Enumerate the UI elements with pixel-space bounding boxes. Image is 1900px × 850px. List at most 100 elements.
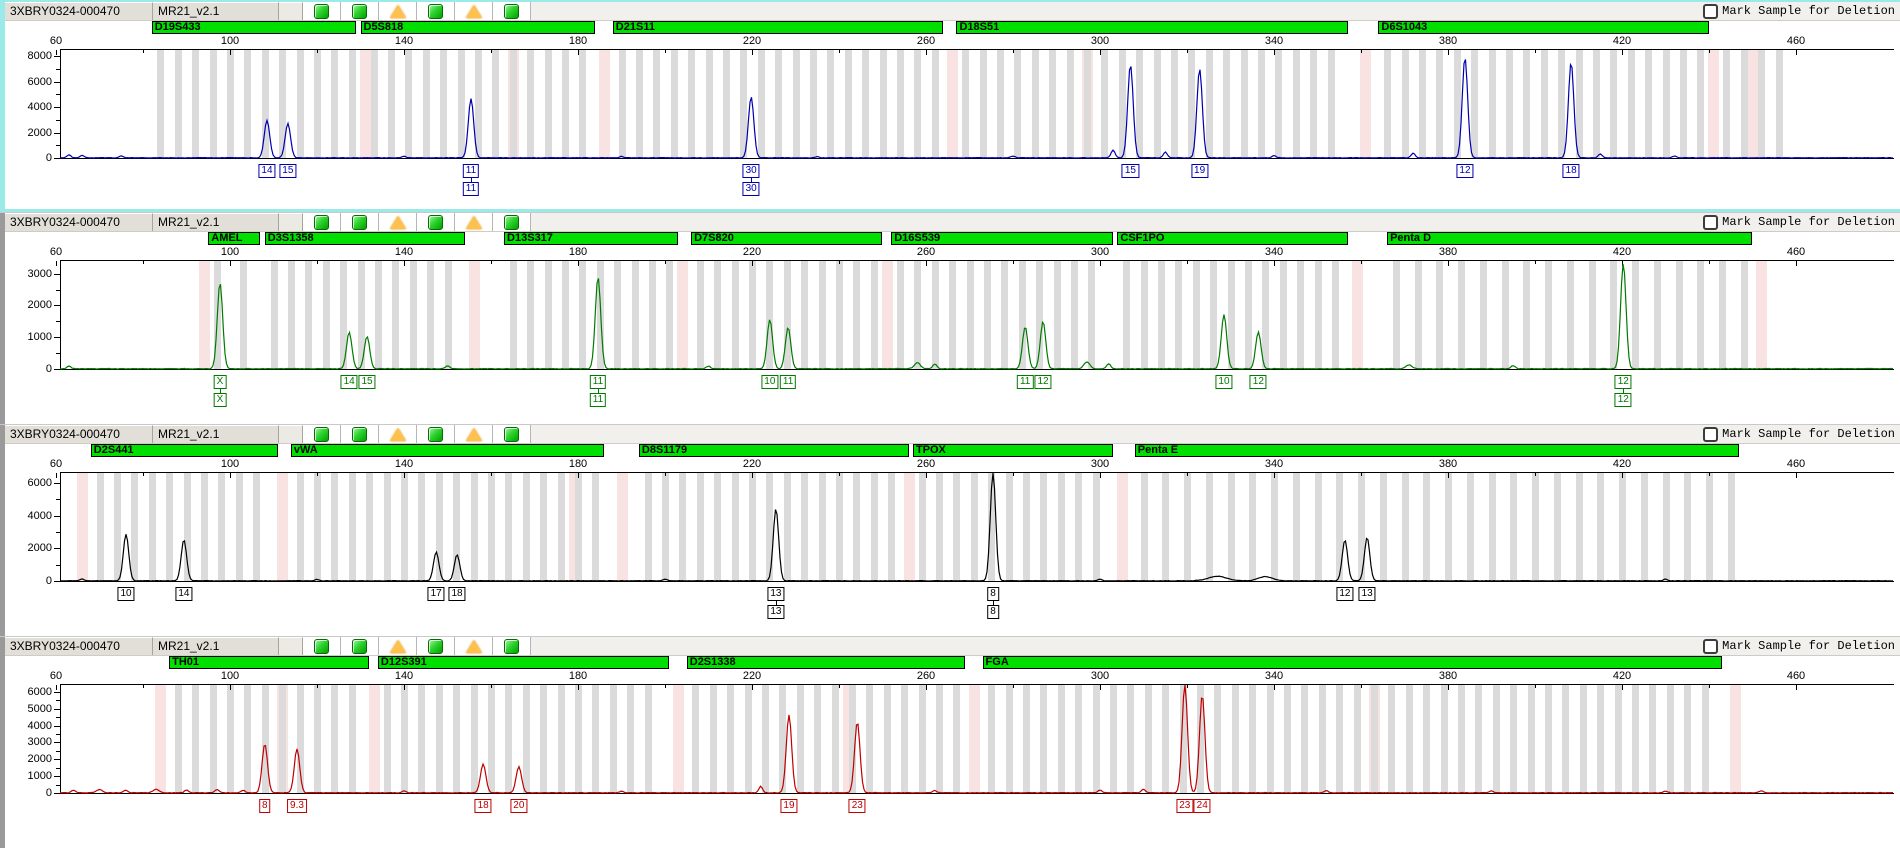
allele-bin [870,473,878,581]
allele-bin [714,261,722,369]
sample-name[interactable]: 3XBRY0324-000470 [0,2,153,20]
allele-label[interactable]: 23 [848,799,866,813]
allele-label[interactable]: 12 [1336,587,1354,601]
panel-selection-strip[interactable] [0,2,5,209]
electropherogram-plot[interactable]: 6000 4000 2000 0 [0,471,1900,587]
electropherogram-plot[interactable]: 8000 6000 4000 2000 0 [0,48,1900,164]
allele-label[interactable]: 10 [117,587,135,601]
marker-bar[interactable]: D18S51 [956,21,1348,34]
y-axis-label: 2000 [27,299,52,312]
allele-label[interactable]: 9.3 [287,799,307,813]
allele-label[interactable]: 8 [259,799,271,813]
allele-label[interactable]: 12 [1456,164,1474,178]
panel-selection-strip[interactable] [0,637,5,848]
x-major-tick [230,261,231,266]
marker-bar[interactable]: FGA [982,656,1723,669]
allele-label[interactable]: 12 [1249,375,1267,389]
mark-deletion-checkbox[interactable] [1703,638,1719,654]
marker-bar[interactable]: CSF1PO [1117,232,1348,245]
allele-bin [174,685,182,793]
x-tick-label: 260 [916,458,936,470]
marker-bar[interactable]: Penta E [1134,444,1740,457]
allele-label[interactable]: 11 [1016,375,1034,389]
sample-name[interactable]: 3XBRY0324-000470 [0,213,153,231]
allele-label[interactable]: 14 [340,375,358,389]
marker-bar[interactable]: vWA [290,444,605,457]
mark-deletion-checkbox[interactable] [1703,3,1719,19]
marker-bar[interactable]: D6S1043 [1378,21,1709,34]
marker-bar[interactable]: D12S391 [377,656,670,669]
panel-selection-strip[interactable] [0,213,5,424]
allele-label[interactable]: 12 [1614,375,1632,389]
marker-bar[interactable]: TH01 [169,656,370,669]
x-tick-label: 100 [220,670,240,682]
allele-bin [779,685,787,793]
mark-deletion-control[interactable]: Mark Sample for Deletion [1703,638,1895,654]
allele-bin [962,50,970,158]
mark-deletion-control[interactable]: Mark Sample for Deletion [1703,214,1895,230]
electropherogram-plot[interactable]: 3000 2000 1000 0 [0,259,1900,375]
marker-bar[interactable]: Penta D [1387,232,1753,245]
mark-deletion-control[interactable]: Mark Sample for Deletion [1703,426,1895,442]
allele-label[interactable]: 11 [589,375,607,389]
status-icon-cell [493,425,531,443]
allele-label[interactable]: 13 [1358,587,1376,601]
allele-label[interactable]: 10 [761,375,779,389]
x-minor-tick [1709,473,1710,476]
allele-label[interactable]: 12 [1034,375,1052,389]
marker-bar[interactable]: D16S539 [891,232,1114,245]
allele-label[interactable]: 30 [742,182,760,196]
allele-label[interactable]: 11 [462,182,480,196]
allele-label[interactable]: 17 [427,587,445,601]
mark-deletion-checkbox[interactable] [1703,426,1719,442]
allele-label[interactable]: 14 [258,164,276,178]
allele-label[interactable]: X [213,375,227,389]
marker-bar[interactable]: D2S1338 [686,656,966,669]
allele-label[interactable]: 15 [279,164,297,178]
allele-bin [387,50,395,158]
marker-bar[interactable]: D5S818 [360,21,596,34]
allele-label[interactable]: 8 [987,605,999,619]
marker-bar[interactable]: D21S11 [612,21,944,34]
marker-bar[interactable]: D19S433 [151,21,357,34]
allele-bin [544,261,552,369]
allele-bin [696,473,704,581]
allele-label[interactable]: 13 [767,587,785,601]
allele-label[interactable]: 20 [510,799,528,813]
allele-label[interactable]: 19 [780,799,798,813]
electropherogram-plot[interactable]: 6000 5000 4000 3000 2000 1000 0 [0,683,1900,799]
x-minor-tick [665,473,666,476]
marker-bar[interactable]: D7S820 [691,232,883,245]
marker-bar[interactable]: D3S1358 [264,232,465,245]
allele-label[interactable]: 24 [1193,799,1211,813]
allele-label[interactable]: 18 [448,587,466,601]
allele-bin [1740,50,1748,158]
allele-label[interactable]: 11 [779,375,797,389]
allele-label[interactable]: 30 [742,164,760,178]
allele-label[interactable]: 18 [1562,164,1580,178]
allele-label[interactable]: 14 [175,587,193,601]
marker-bar[interactable]: D8S1179 [638,444,909,457]
allele-label[interactable]: 11 [589,393,607,407]
allele-label[interactable]: 13 [767,605,785,619]
allele-label[interactable]: 15 [1121,164,1139,178]
allele-label[interactable]: 19 [1191,164,1209,178]
marker-bar[interactable]: D2S441 [90,444,278,457]
allele-label[interactable]: 11 [462,164,480,178]
allele-label[interactable]: 12 [1614,393,1632,407]
allele-label[interactable]: 18 [474,799,492,813]
marker-bar[interactable]: AMEL [208,232,261,245]
marker-bar[interactable]: TPOX [912,444,1114,457]
allele-label[interactable]: 15 [358,375,376,389]
mark-deletion-checkbox[interactable] [1703,214,1719,230]
allele-label[interactable]: X [213,393,227,407]
sample-name[interactable]: 3XBRY0324-000470 [0,637,153,655]
x-tick-label: 420 [1612,670,1632,682]
panel-selection-strip[interactable] [0,425,5,636]
allele-label[interactable]: 10 [1215,375,1233,389]
sample-name[interactable]: 3XBRY0324-000470 [0,425,153,443]
allele-label[interactable]: 23 [1176,799,1194,813]
mark-deletion-control[interactable]: Mark Sample for Deletion [1703,3,1895,19]
allele-label[interactable]: 8 [987,587,999,601]
marker-bar[interactable]: D13S317 [504,232,679,245]
